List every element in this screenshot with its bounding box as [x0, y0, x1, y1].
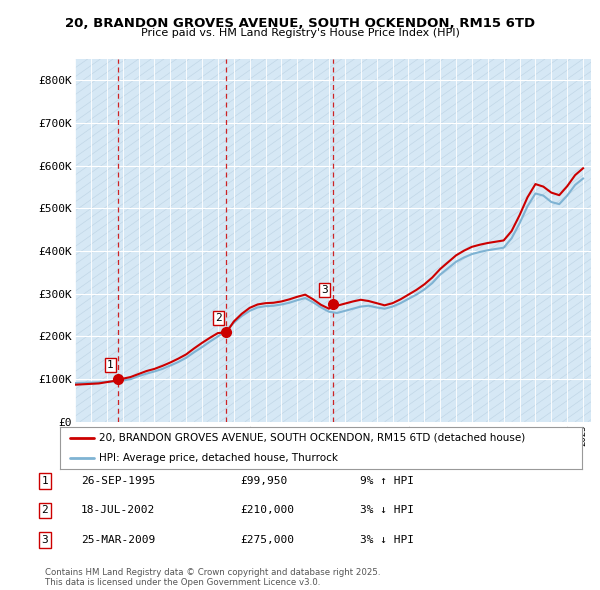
Text: 1: 1 — [107, 360, 114, 370]
Text: 20, BRANDON GROVES AVENUE, SOUTH OCKENDON, RM15 6TD: 20, BRANDON GROVES AVENUE, SOUTH OCKENDO… — [65, 17, 535, 30]
Text: 3: 3 — [41, 535, 49, 545]
Text: Contains HM Land Registry data © Crown copyright and database right 2025.
This d: Contains HM Land Registry data © Crown c… — [45, 568, 380, 587]
Text: 3% ↓ HPI: 3% ↓ HPI — [360, 506, 414, 515]
Text: £99,950: £99,950 — [240, 476, 287, 486]
Text: Price paid vs. HM Land Registry's House Price Index (HPI): Price paid vs. HM Land Registry's House … — [140, 28, 460, 38]
Text: 9% ↑ HPI: 9% ↑ HPI — [360, 476, 414, 486]
Text: 25-MAR-2009: 25-MAR-2009 — [81, 535, 155, 545]
Text: £210,000: £210,000 — [240, 506, 294, 515]
Text: 2: 2 — [215, 313, 222, 323]
Text: 26-SEP-1995: 26-SEP-1995 — [81, 476, 155, 486]
Text: HPI: Average price, detached house, Thurrock: HPI: Average price, detached house, Thur… — [99, 453, 338, 463]
Text: 20, BRANDON GROVES AVENUE, SOUTH OCKENDON, RM15 6TD (detached house): 20, BRANDON GROVES AVENUE, SOUTH OCKENDO… — [99, 432, 526, 442]
Text: 3: 3 — [322, 285, 328, 295]
Text: 2: 2 — [41, 506, 49, 515]
Text: £275,000: £275,000 — [240, 535, 294, 545]
Text: 1: 1 — [41, 476, 49, 486]
Text: 3% ↓ HPI: 3% ↓ HPI — [360, 535, 414, 545]
Text: 18-JUL-2002: 18-JUL-2002 — [81, 506, 155, 515]
